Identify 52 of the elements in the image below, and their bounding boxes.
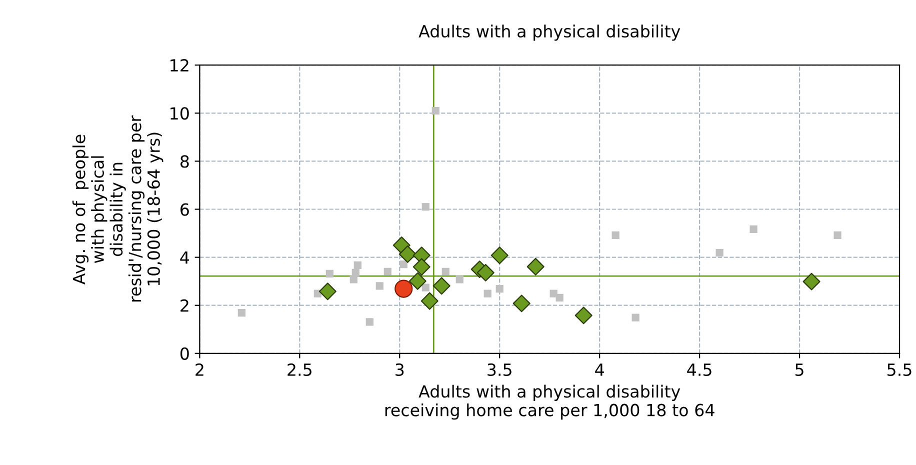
- point: [512, 294, 530, 312]
- point: [354, 261, 362, 270]
- point: [476, 264, 494, 282]
- point: [442, 268, 450, 276]
- x-tick-label: 4: [595, 364, 604, 376]
- point: [318, 282, 336, 300]
- point: [398, 245, 416, 263]
- x-tick-label: 3: [396, 363, 404, 376]
- point: [420, 292, 438, 310]
- point: [400, 260, 408, 268]
- x-axis-title: Adults with a physical disability receiving home care per 1,000 18 to 64: [385, 384, 714, 420]
- y-tick-label: 12: [170, 59, 188, 72]
- point: [350, 276, 358, 284]
- point: [716, 248, 724, 257]
- point: [484, 290, 492, 298]
- point: [750, 225, 758, 233]
- x-tick-label: 2: [196, 363, 204, 376]
- point: [574, 306, 592, 324]
- point: [326, 270, 334, 278]
- point: [834, 231, 842, 239]
- y-tick-label: 8: [180, 155, 189, 168]
- point: [612, 231, 620, 239]
- point: [802, 272, 820, 290]
- point: [490, 246, 508, 264]
- x-tick-label: 5: [796, 364, 804, 376]
- x-tick-label: 5.5: [888, 364, 912, 376]
- point: [422, 203, 430, 211]
- point: [496, 284, 504, 293]
- y-tick-label: 0: [180, 347, 189, 360]
- y-tick-label: 2: [180, 299, 188, 312]
- point: [366, 318, 374, 326]
- point: [376, 282, 384, 290]
- point: [384, 268, 392, 276]
- y-tick-label: 6: [180, 203, 189, 216]
- point: [394, 280, 413, 298]
- point: [432, 106, 440, 115]
- x-tick-label: 3.5: [488, 363, 512, 376]
- y-tick-label: 4: [180, 251, 190, 264]
- y-tick-label: 10: [170, 107, 189, 120]
- y-axis-title: Avg. no of people with physical disability in resid'/nursing care per 10,000 (18-64 yrs): [72, 115, 164, 302]
- point: [432, 277, 450, 295]
- x-tick-label: 4.5: [687, 364, 712, 376]
- point: [422, 284, 430, 292]
- point: [238, 308, 246, 317]
- point: [632, 314, 640, 322]
- point: [408, 272, 426, 290]
- point: [526, 258, 544, 276]
- chart-title: Adults with a physical disability: [418, 24, 680, 41]
- point: [412, 258, 430, 276]
- point: [556, 294, 564, 302]
- x-tick-label: 2.5: [288, 363, 312, 376]
- point: [456, 276, 464, 284]
